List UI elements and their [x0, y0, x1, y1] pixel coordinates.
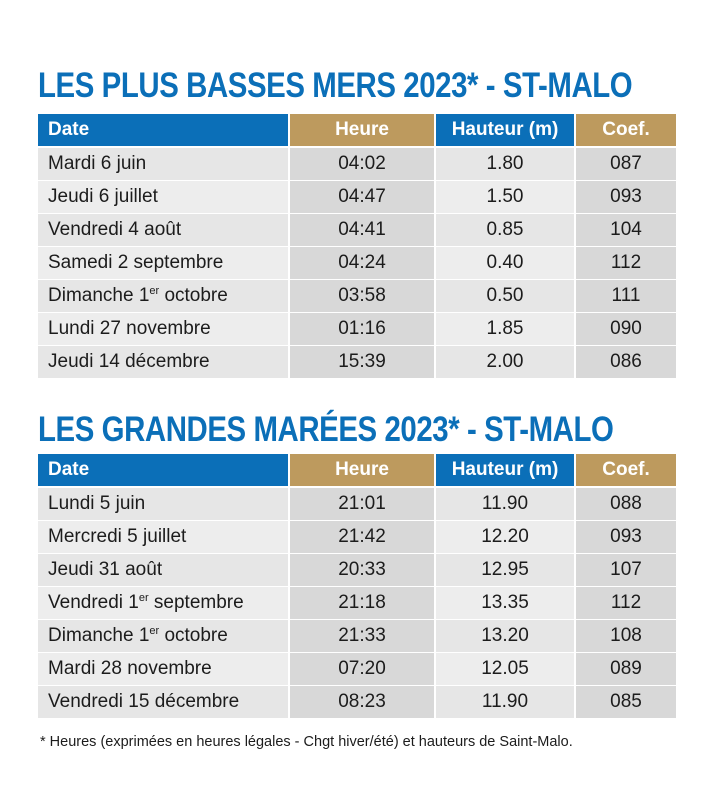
- table-row: Dimanche 1er octobre 21:33 13.20 108: [38, 619, 676, 652]
- cell-coef: 104: [574, 213, 676, 246]
- cell-date: Lundi 27 novembre: [38, 312, 288, 345]
- cell-coef: 087: [574, 147, 676, 180]
- table-row: Vendredi 15 décembre 08:23 11.90 085: [38, 685, 676, 718]
- header-hour: Heure: [288, 114, 434, 147]
- cell-hour: 08:23: [288, 685, 434, 718]
- cell-height: 13.35: [434, 586, 574, 619]
- cell-date: Samedi 2 septembre: [38, 246, 288, 279]
- cell-height: 12.20: [434, 520, 574, 553]
- header-coef: Coef.: [574, 114, 676, 147]
- cell-coef: 111: [574, 279, 676, 312]
- cell-date: Vendredi 15 décembre: [38, 685, 288, 718]
- cell-coef: 085: [574, 685, 676, 718]
- cell-height: 11.90: [434, 487, 574, 520]
- cell-coef: 090: [574, 312, 676, 345]
- footnote: * Heures (exprimées en heures légales - …: [40, 734, 573, 750]
- table-row: Jeudi 14 décembre 15:39 2.00 086: [38, 345, 676, 378]
- table-row: Dimanche 1er octobre 03:58 0.50 111: [38, 279, 676, 312]
- cell-date: Mardi 28 novembre: [38, 652, 288, 685]
- cell-height: 0.85: [434, 213, 574, 246]
- table-header-row: Date Heure Hauteur (m) Coef.: [38, 454, 676, 487]
- cell-date-month: octobre: [159, 625, 228, 646]
- cell-coef: 089: [574, 652, 676, 685]
- header-hour: Heure: [288, 454, 434, 487]
- cell-date: Jeudi 14 décembre: [38, 345, 288, 378]
- cell-hour: 21:42: [288, 520, 434, 553]
- cell-hour: 15:39: [288, 345, 434, 378]
- low-tides-title: LES PLUS BASSES MERS 2023* - ST-MALO: [38, 66, 633, 105]
- high-tides-table: Date Heure Hauteur (m) Coef. Lundi 5 jui…: [38, 454, 676, 718]
- cell-height: 0.40: [434, 246, 574, 279]
- low-tides-section: LES PLUS BASSES MERS 2023* - ST-MALO Dat…: [38, 66, 676, 378]
- cell-hour: 07:20: [288, 652, 434, 685]
- table-row: Mercredi 5 juillet 21:42 12.20 093: [38, 520, 676, 553]
- low-tides-table: Date Heure Hauteur (m) Coef. Mardi 6 jui…: [38, 114, 676, 378]
- cell-coef: 086: [574, 345, 676, 378]
- header-date: Date: [38, 114, 288, 147]
- cell-date: Jeudi 31 août: [38, 553, 288, 586]
- cell-coef: 112: [574, 586, 676, 619]
- cell-date-ordinal: er: [149, 625, 160, 637]
- table-row: Vendredi 1er septembre 21:18 13.35 112: [38, 586, 676, 619]
- table-row: Lundi 5 juin 21:01 11.90 088: [38, 487, 676, 520]
- table-row: Jeudi 31 août 20:33 12.95 107: [38, 553, 676, 586]
- cell-date: Vendredi 1er septembre: [38, 586, 288, 619]
- cell-date: Dimanche 1er octobre: [38, 619, 288, 652]
- cell-coef: 108: [574, 619, 676, 652]
- cell-coef: 093: [574, 180, 676, 213]
- cell-hour: 04:47: [288, 180, 434, 213]
- cell-coef: 112: [574, 246, 676, 279]
- high-tides-section: LES GRANDES MARÉES 2023* - ST-MALO Date …: [38, 410, 676, 718]
- cell-height: 11.90: [434, 685, 574, 718]
- cell-date: Mardi 6 juin: [38, 147, 288, 180]
- cell-height: 1.50: [434, 180, 574, 213]
- cell-height: 12.95: [434, 553, 574, 586]
- cell-hour: 01:16: [288, 312, 434, 345]
- cell-date: Lundi 5 juin: [38, 487, 288, 520]
- cell-date: Mercredi 5 juillet: [38, 520, 288, 553]
- table-row: Mardi 6 juin 04:02 1.80 087: [38, 147, 676, 180]
- cell-hour: 21:01: [288, 487, 434, 520]
- table-row: Lundi 27 novembre 01:16 1.85 090: [38, 312, 676, 345]
- cell-date: Jeudi 6 juillet: [38, 180, 288, 213]
- cell-hour: 04:24: [288, 246, 434, 279]
- cell-coef: 093: [574, 520, 676, 553]
- cell-height: 1.80: [434, 147, 574, 180]
- table-row: Vendredi 4 août 04:41 0.85 104: [38, 213, 676, 246]
- cell-hour: 04:41: [288, 213, 434, 246]
- high-tides-title: LES GRANDES MARÉES 2023* - ST-MALO: [38, 410, 614, 449]
- cell-date-month: septembre: [148, 592, 244, 613]
- cell-date-text: Vendredi 1: [48, 592, 139, 613]
- table-row: Mardi 28 novembre 07:20 12.05 089: [38, 652, 676, 685]
- cell-height: 2.00: [434, 345, 574, 378]
- cell-date-text: Dimanche 1: [48, 285, 150, 306]
- cell-hour: 03:58: [288, 279, 434, 312]
- cell-hour: 04:02: [288, 147, 434, 180]
- header-height: Hauteur (m): [434, 114, 574, 147]
- cell-date-ordinal: er: [149, 285, 160, 297]
- cell-date-ordinal: er: [138, 592, 149, 604]
- cell-coef: 088: [574, 487, 676, 520]
- cell-hour: 21:33: [288, 619, 434, 652]
- cell-date: Vendredi 4 août: [38, 213, 288, 246]
- header-height: Hauteur (m): [434, 454, 574, 487]
- cell-hour: 21:18: [288, 586, 434, 619]
- cell-height: 1.85: [434, 312, 574, 345]
- table-row: Samedi 2 septembre 04:24 0.40 112: [38, 246, 676, 279]
- cell-date-month: octobre: [159, 285, 228, 306]
- cell-height: 12.05: [434, 652, 574, 685]
- table-header-row: Date Heure Hauteur (m) Coef.: [38, 114, 676, 147]
- cell-height: 0.50: [434, 279, 574, 312]
- cell-height: 13.20: [434, 619, 574, 652]
- cell-hour: 20:33: [288, 553, 434, 586]
- cell-date: Dimanche 1er octobre: [38, 279, 288, 312]
- cell-date-text: Dimanche 1: [48, 625, 150, 646]
- table-row: Jeudi 6 juillet 04:47 1.50 093: [38, 180, 676, 213]
- header-date: Date: [38, 454, 288, 487]
- cell-coef: 107: [574, 553, 676, 586]
- header-coef: Coef.: [574, 454, 676, 487]
